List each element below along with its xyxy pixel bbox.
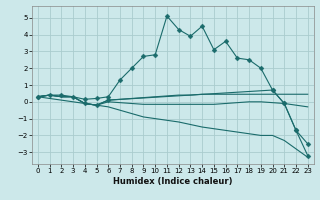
X-axis label: Humidex (Indice chaleur): Humidex (Indice chaleur) — [113, 177, 233, 186]
